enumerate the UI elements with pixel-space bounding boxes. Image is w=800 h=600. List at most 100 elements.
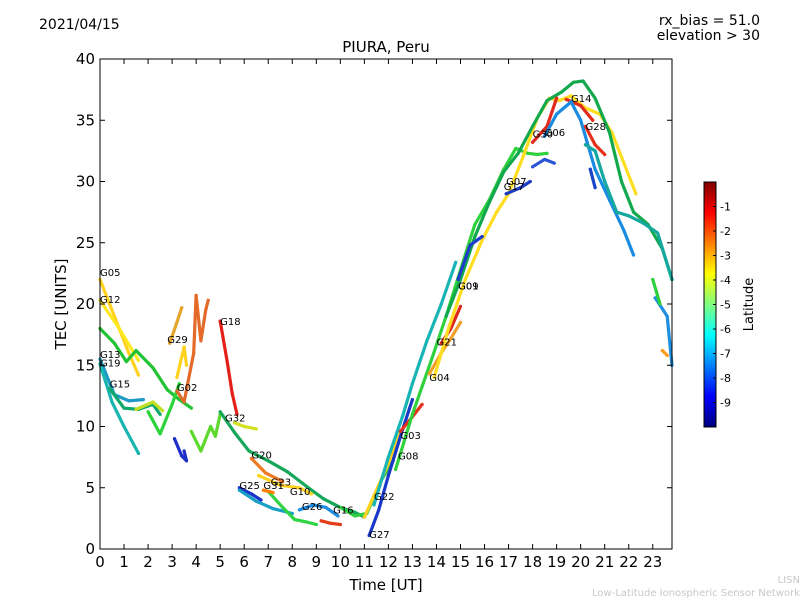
- colorbar-tick-label: -3: [720, 250, 731, 263]
- data-point-10-1: [182, 400, 186, 404]
- satellite-label-g01: G01: [458, 281, 478, 292]
- data-point-10-6: [206, 298, 210, 302]
- series-line-21: [261, 488, 275, 495]
- data-point-5-1: [122, 406, 126, 410]
- data-point-45-1: [658, 302, 662, 306]
- data-point-21-1: [271, 491, 275, 495]
- data-point-1-1: [117, 326, 121, 331]
- data-point-21-0: [261, 488, 266, 492]
- satellite-label-g13: G13: [100, 350, 120, 361]
- date-label: 2021/04/15: [39, 17, 120, 33]
- data-point-17-2: [297, 486, 302, 490]
- data-point-16-0: [249, 456, 254, 460]
- data-point-23-0: [319, 519, 323, 523]
- x-tick-label: 14: [427, 553, 446, 571]
- data-point-38-2: [591, 118, 595, 122]
- footer: LISN Low-Latitude Ionospheric Sensor Net…: [592, 574, 800, 600]
- x-tick-label: 15: [451, 553, 470, 571]
- data-point-36-1: [543, 157, 547, 162]
- data-point-26-1: [377, 508, 381, 512]
- data-point-6-0: [146, 410, 150, 414]
- data-point-16-2: [281, 480, 285, 484]
- data-point-5-4: [158, 412, 162, 416]
- data-point-41-1: [593, 143, 597, 147]
- x-tick-label: 11: [355, 553, 374, 571]
- data-point-26-4: [410, 397, 415, 402]
- satellite-label-g08: G08: [398, 452, 418, 463]
- data-point-12-3: [213, 434, 217, 438]
- data-point-9-0: [175, 375, 179, 380]
- satellite-label-g14: G14: [571, 94, 591, 105]
- satellite-label-g17: G17: [504, 182, 524, 193]
- data-point-40-3: [615, 210, 619, 214]
- data-point-32-10: [569, 94, 573, 98]
- satellite-label-g26: G26: [302, 502, 322, 513]
- satellite-label-g02: G02: [177, 383, 197, 394]
- data-point-33-2: [473, 235, 477, 239]
- series-line-12: [189, 412, 222, 453]
- data-point-9-2: [184, 363, 189, 367]
- data-point-32-15: [634, 192, 638, 196]
- data-point-14-0: [218, 410, 222, 414]
- data-point-33-5: [516, 151, 520, 155]
- colorbar-tick-label: -8: [720, 372, 731, 385]
- data-point-29-10: [535, 152, 540, 157]
- data-point-0-2: [127, 351, 131, 355]
- data-point-27-2: [401, 413, 405, 418]
- data-point-27-6: [454, 260, 458, 264]
- data-point-29-5: [473, 222, 477, 226]
- data-point-33-7: [545, 99, 549, 103]
- data-point-15-2: [254, 427, 258, 431]
- data-point-38-0: [564, 97, 568, 102]
- data-point-4-2: [122, 424, 126, 429]
- data-point-10-4: [199, 339, 203, 343]
- data-point-2-3: [134, 348, 138, 353]
- data-point-43-0: [653, 296, 657, 300]
- data-point-40-6: [655, 231, 660, 235]
- data-point-33-12: [607, 130, 612, 135]
- y-tick-label: 35: [76, 111, 95, 129]
- x-tick-label: 13: [403, 553, 422, 571]
- x-tick-label: 1: [119, 553, 129, 571]
- data-point-23-2: [338, 522, 342, 527]
- y-tick-label: 40: [76, 50, 95, 68]
- data-point-22-0: [297, 508, 302, 512]
- series-line-9: [175, 345, 189, 380]
- data-point-29-2: [430, 357, 434, 361]
- satellite-label-g04: G04: [429, 373, 449, 384]
- data-point-22-2: [324, 505, 328, 509]
- satellite-label-g27: G27: [369, 530, 389, 541]
- series-line-4: [98, 362, 141, 455]
- x-tick-label: 3: [167, 553, 177, 571]
- data-point-39-0: [543, 134, 547, 138]
- data-point-10-2: [192, 351, 196, 355]
- data-point-45-0: [651, 277, 655, 282]
- data-point-2-4: [151, 366, 155, 370]
- data-point-27-0: [372, 503, 376, 507]
- data-point-2-5: [165, 388, 169, 392]
- data-point-12-1: [199, 449, 203, 453]
- x-tick-label: 12: [379, 553, 398, 571]
- data-point-24-0: [338, 505, 342, 509]
- series-line-40: [583, 143, 674, 282]
- series-line-11: [172, 437, 189, 463]
- data-point-6-2: [170, 402, 174, 407]
- data-point-30-3: [458, 320, 463, 324]
- satellite-label-g05: G05: [100, 268, 120, 279]
- data-point-43-1: [665, 314, 669, 318]
- data-point-30-2: [449, 336, 453, 340]
- data-point-39-2: [569, 100, 573, 104]
- satellite-label-g06: G06: [545, 128, 565, 139]
- data-point-7-1: [151, 400, 155, 404]
- data-point-40-0: [583, 143, 588, 147]
- data-point-33-0: [444, 314, 448, 318]
- y-tick-label: 20: [76, 295, 95, 313]
- data-point-44-1: [665, 353, 669, 358]
- series-line-42: [588, 167, 597, 190]
- elevation-label: elevation > 30: [656, 28, 760, 44]
- data-point-7-2: [160, 408, 165, 413]
- data-point-14-5: [305, 484, 309, 489]
- data-point-31-2: [458, 304, 463, 309]
- data-point-39-1: [555, 112, 559, 116]
